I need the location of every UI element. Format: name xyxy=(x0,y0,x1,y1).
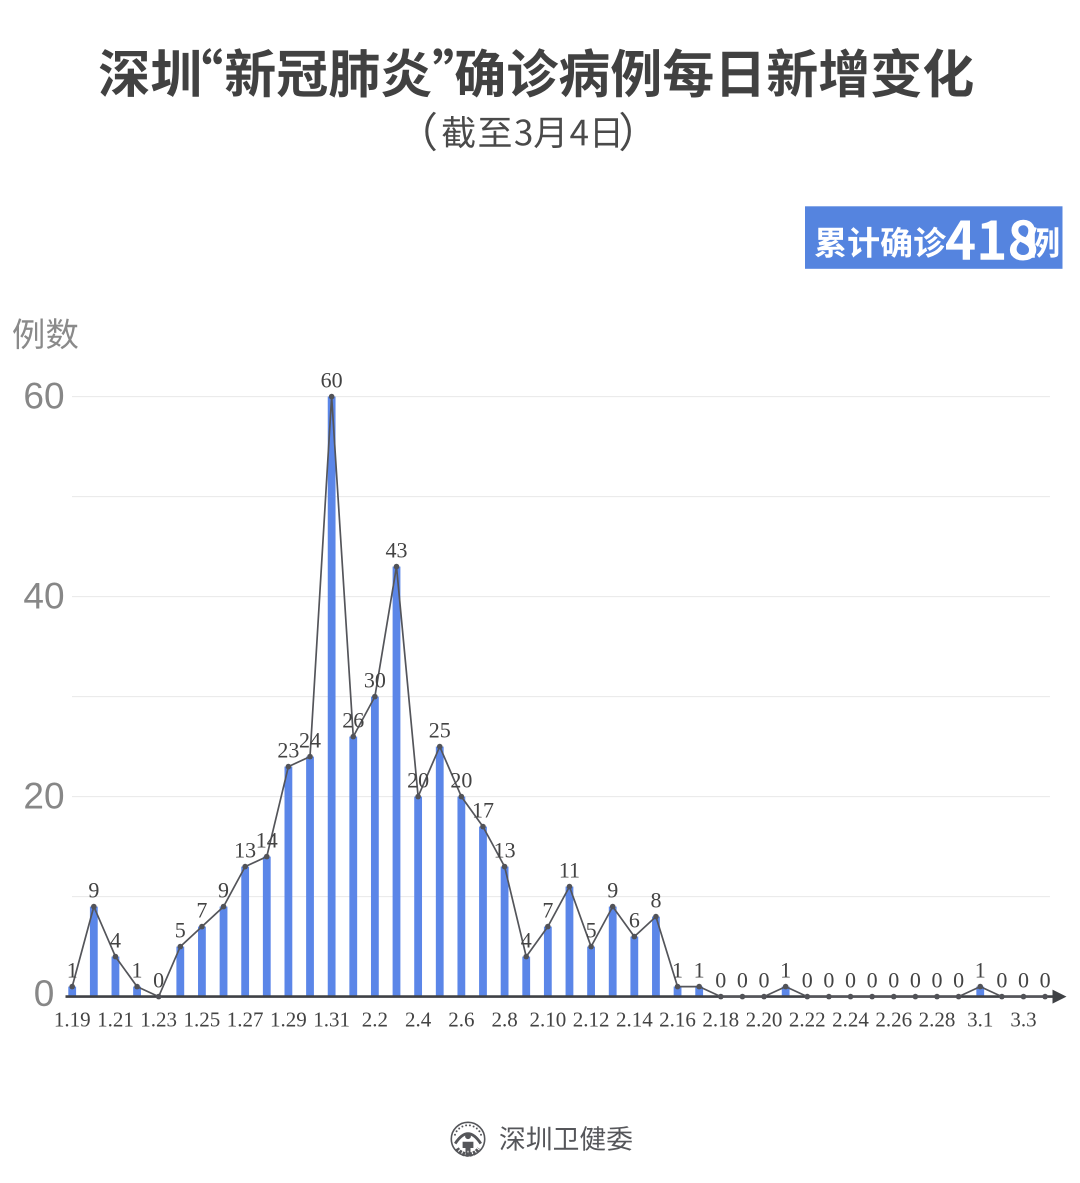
svg-text:5: 5 xyxy=(175,918,186,943)
svg-text:7: 7 xyxy=(196,898,207,923)
svg-text:9: 9 xyxy=(218,878,229,903)
svg-text:14: 14 xyxy=(256,828,278,853)
svg-text:1.25: 1.25 xyxy=(184,1008,221,1032)
svg-text:1.31: 1.31 xyxy=(313,1008,350,1032)
svg-text:3.3: 3.3 xyxy=(1010,1008,1036,1032)
svg-text:40: 40 xyxy=(23,576,64,617)
svg-text:20: 20 xyxy=(23,776,64,817)
svg-text:2.18: 2.18 xyxy=(702,1008,739,1032)
svg-text:9: 9 xyxy=(607,878,618,903)
svg-text:0: 0 xyxy=(1040,968,1051,993)
svg-text:2.8: 2.8 xyxy=(491,1008,517,1032)
svg-text:3.1: 3.1 xyxy=(967,1008,993,1032)
svg-text:2.4: 2.4 xyxy=(405,1008,432,1032)
svg-text:20: 20 xyxy=(450,768,472,793)
svg-text:11: 11 xyxy=(559,858,580,883)
svg-text:1.23: 1.23 xyxy=(140,1008,177,1032)
svg-text:7: 7 xyxy=(542,898,553,923)
svg-text:0: 0 xyxy=(1018,968,1029,993)
svg-text:0: 0 xyxy=(34,973,55,1014)
svg-text:0: 0 xyxy=(932,968,943,993)
svg-text:23: 23 xyxy=(277,738,299,763)
svg-text:1.29: 1.29 xyxy=(270,1008,307,1032)
svg-text:0: 0 xyxy=(823,968,834,993)
svg-text:2.6: 2.6 xyxy=(448,1008,474,1032)
svg-text:1: 1 xyxy=(780,958,791,983)
svg-text:2.14: 2.14 xyxy=(616,1008,653,1032)
svg-text:0: 0 xyxy=(802,968,813,993)
svg-text:60: 60 xyxy=(23,376,64,417)
svg-text:43: 43 xyxy=(386,538,408,563)
svg-text:2.10: 2.10 xyxy=(529,1008,566,1032)
svg-text:9: 9 xyxy=(88,878,99,903)
svg-text:1: 1 xyxy=(975,958,986,983)
svg-text:5: 5 xyxy=(586,918,597,943)
svg-text:17: 17 xyxy=(472,798,494,823)
svg-text:0: 0 xyxy=(910,968,921,993)
svg-text:4: 4 xyxy=(521,928,532,953)
svg-text:1: 1 xyxy=(694,958,705,983)
svg-text:1: 1 xyxy=(672,958,683,983)
svg-text:26: 26 xyxy=(342,708,364,733)
svg-text:0: 0 xyxy=(996,968,1007,993)
svg-text:4: 4 xyxy=(110,928,121,953)
svg-text:2.28: 2.28 xyxy=(919,1008,956,1032)
svg-text:1.19: 1.19 xyxy=(54,1008,91,1032)
svg-text:0: 0 xyxy=(845,968,856,993)
svg-text:13: 13 xyxy=(234,838,256,863)
svg-text:2.26: 2.26 xyxy=(875,1008,912,1032)
svg-text:13: 13 xyxy=(494,838,516,863)
svg-text:1: 1 xyxy=(67,958,78,983)
svg-text:0: 0 xyxy=(715,968,726,993)
svg-text:2.16: 2.16 xyxy=(659,1008,696,1032)
svg-text:2.22: 2.22 xyxy=(789,1008,826,1032)
svg-text:0: 0 xyxy=(737,968,748,993)
svg-text:1: 1 xyxy=(132,958,143,983)
svg-text:2.20: 2.20 xyxy=(746,1008,783,1032)
svg-text:8: 8 xyxy=(650,888,661,913)
svg-text:24: 24 xyxy=(299,728,321,753)
svg-text:0: 0 xyxy=(759,968,770,993)
svg-text:60: 60 xyxy=(321,368,343,393)
svg-text:30: 30 xyxy=(364,668,386,693)
svg-text:1.27: 1.27 xyxy=(227,1008,264,1032)
svg-text:0: 0 xyxy=(888,968,899,993)
svg-text:20: 20 xyxy=(407,768,429,793)
svg-text:1.21: 1.21 xyxy=(97,1008,134,1032)
svg-text:2.12: 2.12 xyxy=(573,1008,610,1032)
svg-text:2.2: 2.2 xyxy=(362,1008,388,1032)
svg-text:0: 0 xyxy=(953,968,964,993)
svg-text:0: 0 xyxy=(153,968,164,993)
svg-text:25: 25 xyxy=(429,718,451,743)
svg-text:0: 0 xyxy=(867,968,878,993)
svg-text:6: 6 xyxy=(629,908,640,933)
svg-text:2.24: 2.24 xyxy=(832,1008,869,1032)
